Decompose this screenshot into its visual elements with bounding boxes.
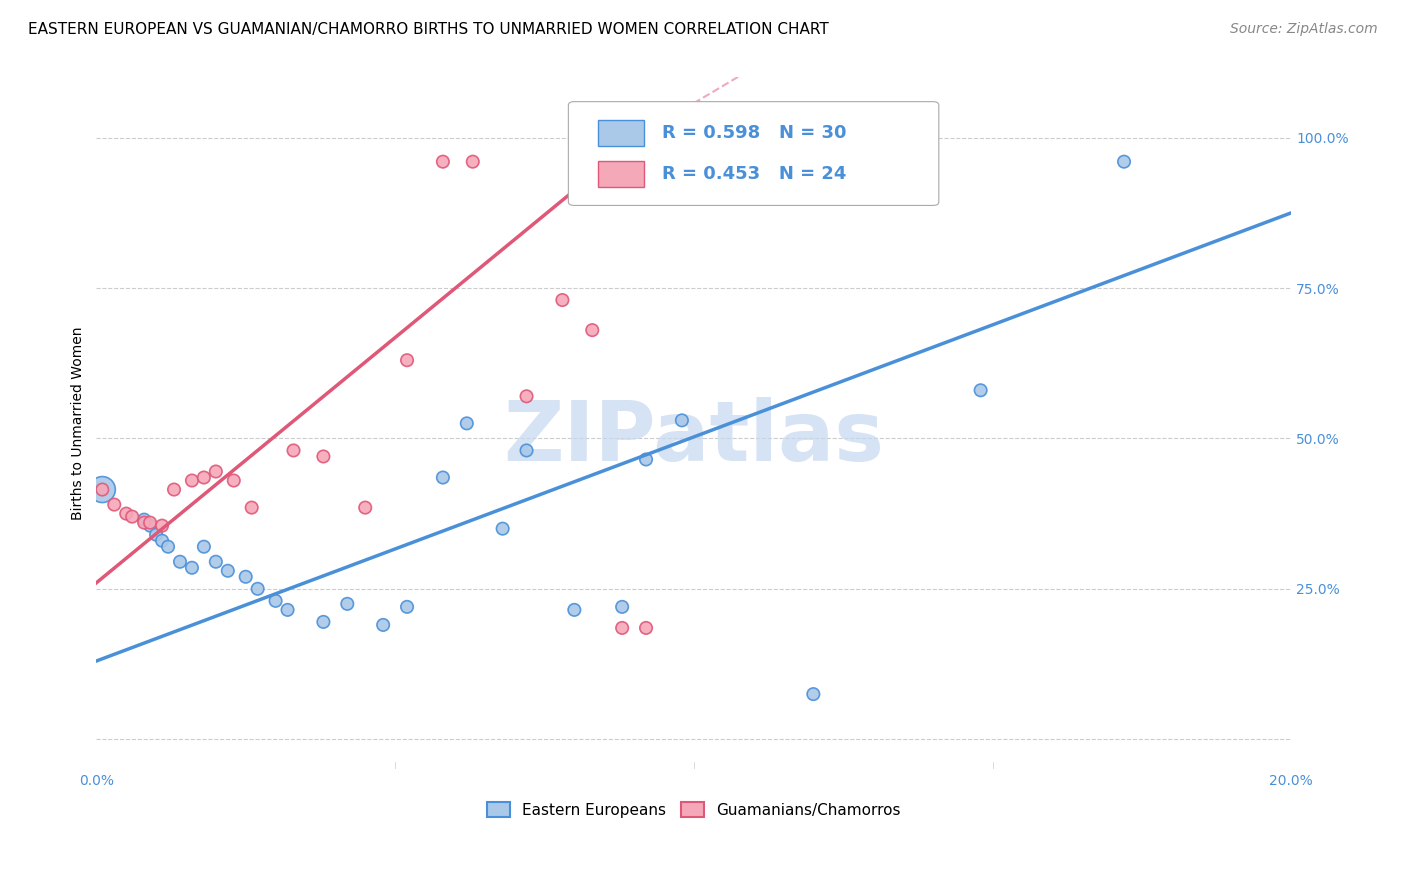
Point xyxy=(336,597,359,611)
Point xyxy=(515,389,537,403)
Point xyxy=(181,474,204,488)
Point xyxy=(283,443,305,458)
Point xyxy=(157,540,180,554)
Point xyxy=(139,518,162,533)
Point xyxy=(354,500,377,515)
Point xyxy=(634,621,657,635)
Point xyxy=(969,384,991,398)
Text: Source: ZipAtlas.com: Source: ZipAtlas.com xyxy=(1230,22,1378,37)
Point xyxy=(396,353,419,368)
Point xyxy=(373,618,395,632)
FancyBboxPatch shape xyxy=(598,161,644,187)
Legend: Eastern Europeans, Guamanians/Chamorros: Eastern Europeans, Guamanians/Chamorros xyxy=(481,796,907,824)
Point xyxy=(671,413,693,427)
Point xyxy=(240,500,263,515)
Point xyxy=(150,533,173,548)
Point xyxy=(134,516,156,530)
Point xyxy=(145,527,167,541)
Point xyxy=(139,516,162,530)
FancyBboxPatch shape xyxy=(598,120,644,146)
Point xyxy=(91,483,114,497)
Point xyxy=(169,555,191,569)
Text: R = 0.453   N = 24: R = 0.453 N = 24 xyxy=(662,165,846,183)
Point xyxy=(181,561,204,575)
Point xyxy=(1112,154,1135,169)
Point xyxy=(264,594,287,608)
Text: EASTERN EUROPEAN VS GUAMANIAN/CHAMORRO BIRTHS TO UNMARRIED WOMEN CORRELATION CHA: EASTERN EUROPEAN VS GUAMANIAN/CHAMORRO B… xyxy=(28,22,830,37)
Point xyxy=(492,522,515,536)
Point xyxy=(217,564,239,578)
Point xyxy=(432,470,454,484)
Point xyxy=(246,582,269,596)
Point xyxy=(115,507,138,521)
Point xyxy=(551,293,574,307)
Point xyxy=(801,687,824,701)
Point xyxy=(222,474,245,488)
Point xyxy=(581,323,603,337)
Y-axis label: Births to Unmarried Women: Births to Unmarried Women xyxy=(72,326,86,520)
Point xyxy=(634,452,657,467)
Point xyxy=(121,509,143,524)
Point xyxy=(235,570,257,584)
Point xyxy=(193,470,215,484)
Text: R = 0.598   N = 30: R = 0.598 N = 30 xyxy=(662,124,846,142)
Point xyxy=(193,540,215,554)
Point xyxy=(515,443,537,458)
Point xyxy=(277,603,299,617)
Point xyxy=(134,513,156,527)
Point xyxy=(456,417,478,431)
Point xyxy=(150,518,173,533)
Point xyxy=(562,603,585,617)
Point xyxy=(610,599,633,614)
Point xyxy=(205,555,228,569)
Point xyxy=(396,599,419,614)
Text: ZIPatlas: ZIPatlas xyxy=(503,397,884,478)
Point xyxy=(205,465,228,479)
Point xyxy=(103,498,125,512)
Point xyxy=(312,450,335,464)
Point xyxy=(432,154,454,169)
Point xyxy=(461,154,484,169)
Point xyxy=(163,483,186,497)
Point xyxy=(91,483,114,497)
FancyBboxPatch shape xyxy=(568,102,939,205)
Point xyxy=(312,615,335,629)
Point xyxy=(610,621,633,635)
